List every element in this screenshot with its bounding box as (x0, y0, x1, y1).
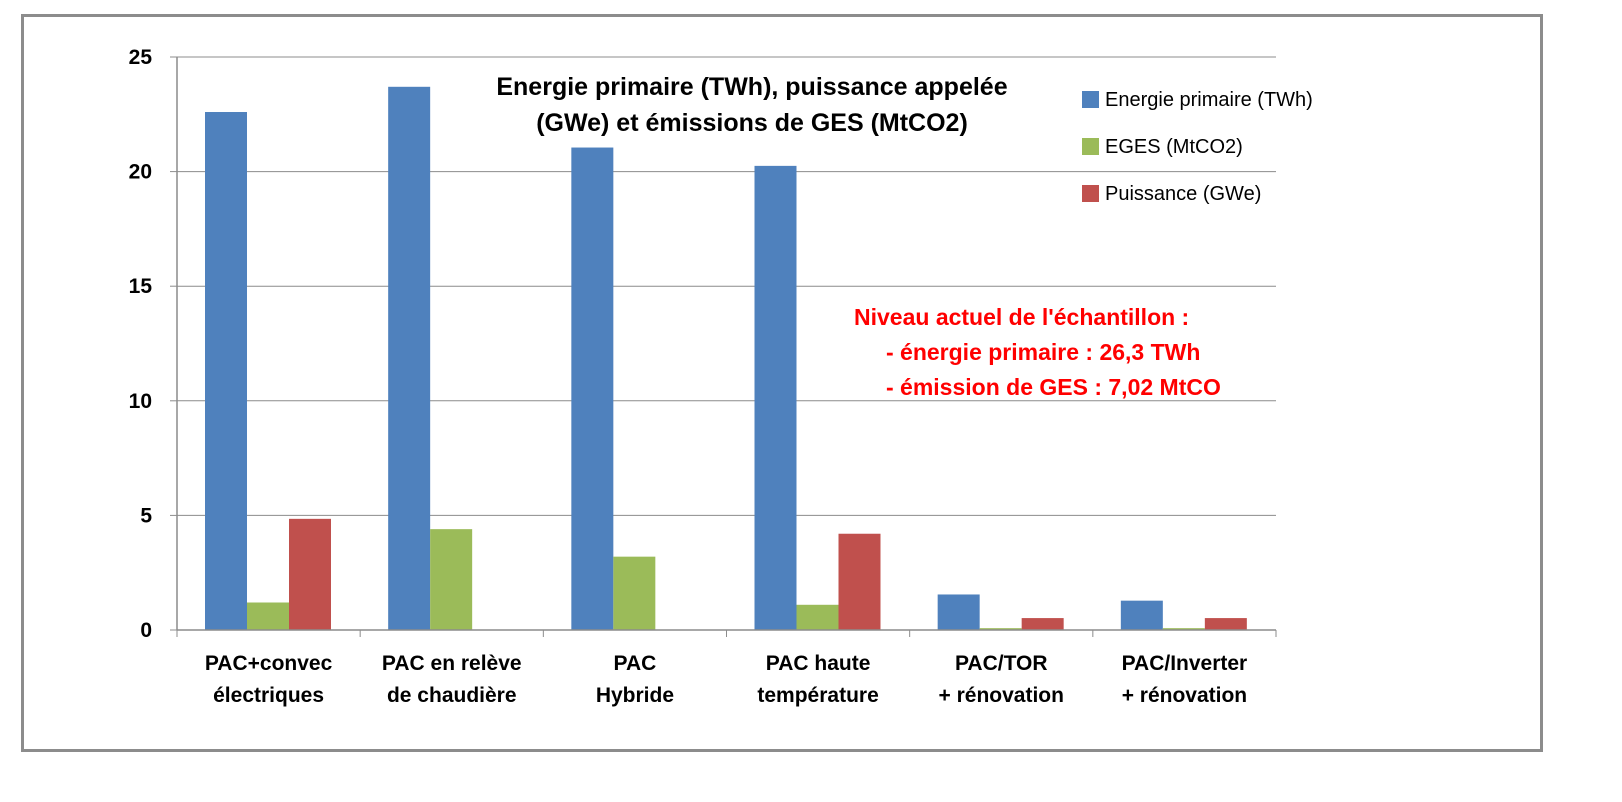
y-tick-label: 0 (140, 619, 152, 642)
annotation-note: Niveau actuel de l'échantillon : - énergi… (854, 304, 1221, 400)
bar-eges (613, 556, 656, 630)
x-tick-label: PAC (614, 652, 657, 675)
bar-energie (937, 594, 980, 630)
legend-swatch (1082, 185, 1099, 202)
bar-puissance (1021, 618, 1064, 630)
chart-title: Energie primaire (TWh), puissance appelé… (496, 73, 1007, 137)
legend-label: EGES (MtCO2) (1105, 136, 1243, 158)
bar-energie (205, 112, 247, 631)
x-tick-label: température (757, 684, 878, 707)
annotation-line: Niveau actuel de l'échantillon : (854, 304, 1189, 330)
grid-layer (177, 56, 1276, 516)
bar-eges (979, 628, 1022, 630)
x-tick-label: PAC haute (766, 652, 871, 675)
x-tick-label: PAC en relève (382, 652, 522, 675)
x-tick-label: + rénovation (939, 684, 1064, 707)
bar-energie (1120, 600, 1163, 630)
legend-swatch (1082, 91, 1099, 108)
bar-eges (796, 604, 839, 630)
y-tick-label: 10 (129, 390, 152, 413)
bar-energie (571, 147, 614, 630)
annotation-line: - émission de GES : 7,02 MtCO (886, 374, 1221, 400)
bar-puissance (838, 533, 881, 630)
legend-label: Puissance (GWe) (1105, 183, 1261, 205)
x-tick-label: PAC+convec (205, 652, 333, 675)
legend-swatch (1082, 138, 1099, 155)
x-tick-label: électriques (213, 684, 324, 707)
bar-energie (388, 86, 431, 630)
x-tick-label: PAC/TOR (955, 652, 1048, 675)
y-tick-label: 25 (129, 46, 153, 69)
bar-eges (430, 529, 473, 630)
y-tick-label: 15 (129, 275, 153, 298)
bars-layer (205, 86, 1247, 631)
legend: Energie primaire (TWh) EGES (MtCO2) Puissa… (1082, 89, 1313, 205)
legend-label: Energie primaire (TWh) (1105, 89, 1313, 111)
bar-puissance (289, 518, 331, 630)
annotation-line: - énergie primaire : 26,3 TWh (886, 339, 1200, 365)
x-tick-label: Hybride (596, 684, 674, 707)
bar-eges (1162, 628, 1205, 630)
y-tick-label: 20 (129, 161, 152, 184)
x-tick-label: + rénovation (1122, 684, 1247, 707)
y-tick-label: 5 (140, 504, 152, 527)
x-tick-label: de chaudière (387, 684, 517, 707)
ticks-layer: 0 5 10 15 20 25 PAC+convec électriques PAC en re… (129, 46, 1248, 707)
bar-eges (247, 602, 289, 630)
x-tick-label: PAC/Inverter (1122, 652, 1248, 675)
chart-title-line: (GWe) et émissions de GES (MtCO2) (536, 109, 968, 137)
chart-title-line: Energie primaire (TWh), puissance appelé… (496, 73, 1007, 101)
bar-puissance (1204, 618, 1247, 630)
bar-energie (754, 165, 797, 630)
axes-layer (170, 56, 1277, 637)
